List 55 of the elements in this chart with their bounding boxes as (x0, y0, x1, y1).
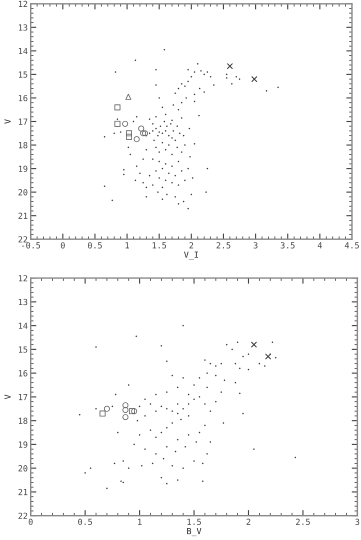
y-axis-title: V (4, 119, 11, 124)
y-tick-label: 16 (18, 370, 28, 376)
point (251, 76, 258, 82)
x-tick-label: 4.5 (344, 242, 359, 248)
x-tick-label: 4 (318, 242, 322, 248)
y-tick-label: 15 (18, 346, 28, 353)
point (125, 94, 132, 100)
x-tick-label: 1 (126, 242, 130, 248)
y-tick-label: 17 (18, 394, 28, 400)
x-tick-label: 3.5 (280, 242, 295, 248)
point (126, 130, 132, 136)
x-tick-label: 0 (28, 518, 33, 525)
y-tick-label: 22 (18, 512, 28, 519)
point (126, 134, 132, 140)
x-tick-label: 2.5 (216, 242, 230, 248)
y-tick-label: 19 (18, 166, 28, 172)
y-tick-label: 12 (18, 0, 28, 7)
y-tick-label: 12 (18, 275, 28, 282)
x-tick-label: -0.5 (22, 242, 40, 248)
y-tick-label: 13 (18, 298, 28, 306)
y-tick-label: 21 (18, 212, 28, 219)
x-tick-label: 0.5 (88, 242, 102, 248)
x-axis-title: B_V (187, 528, 202, 536)
y-tick-label: 22 (18, 236, 28, 242)
point (114, 120, 120, 127)
x-tick-label: 2 (246, 518, 250, 525)
point (128, 408, 135, 414)
y-tick-label: 14 (18, 48, 28, 54)
x-tick-label: 0.5 (78, 518, 92, 525)
x-tick-label: 3 (254, 242, 258, 248)
x-tick-label: 3 (355, 518, 360, 525)
y-tick-label: 17 (18, 118, 28, 125)
y-tick-label: 15 (18, 72, 28, 78)
x-axis-title: V_I (184, 252, 198, 260)
x-tick-label: 2 (189, 242, 194, 248)
y-tick-label: 18 (18, 142, 28, 148)
y-tick-label: 14 (18, 322, 28, 329)
x-tick-label: 1.5 (188, 518, 201, 525)
y-tick-label: 16 (18, 94, 28, 102)
point (265, 353, 272, 360)
point (226, 63, 233, 70)
y-tick-label: 18 (18, 418, 28, 424)
point (250, 342, 258, 348)
y-tick-label: 21 (18, 488, 28, 496)
y-tick-label: 20 (18, 189, 28, 196)
y-tick-label: 20 (18, 465, 28, 472)
y-tick-label: 19 (18, 441, 28, 448)
point (114, 104, 120, 110)
y-axis-title: V (4, 394, 11, 400)
x-tick-label: 0 (60, 242, 65, 248)
y-tick-label: 13 (18, 24, 28, 31)
x-tick-label: 1.5 (152, 242, 166, 248)
x-tick-label: 2.5 (296, 518, 310, 525)
point (100, 410, 106, 417)
x-tick-label: 1 (138, 518, 142, 525)
